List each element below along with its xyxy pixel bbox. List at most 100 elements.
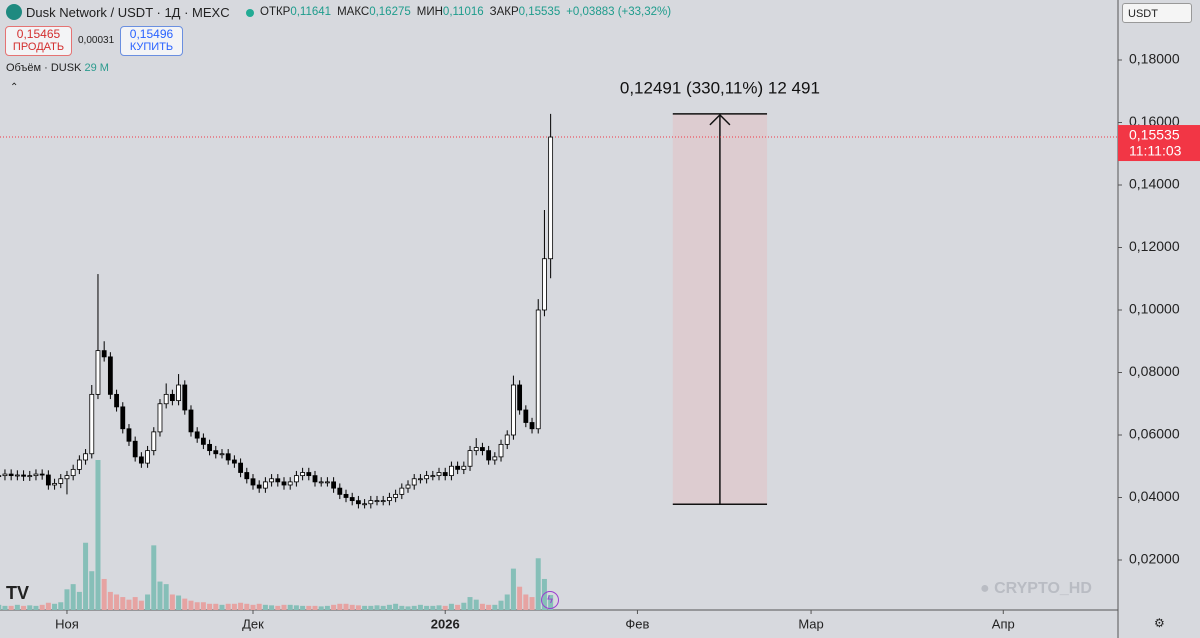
candle-body [523,409,529,423]
candle-body [2,473,8,477]
candle-body [418,478,423,481]
candle-body [194,431,200,439]
candle-body [380,500,386,503]
volume-bar [244,603,250,610]
candle-body [188,409,194,433]
symbol[interactable]: Dusk Network / USDT · 1Д · MEXC [26,5,230,20]
volume-bar [337,603,343,610]
candle-body [387,497,392,502]
ohlc: ОТКР0,11641 МАКС0,16275 МИН0,11016 ЗАКР0,15… [260,6,671,18]
volume-bar [436,605,442,610]
candle-body [8,473,14,477]
candle-body [250,478,256,486]
volume-bar [275,605,281,610]
volume-bar [256,603,262,610]
candle-body [442,472,448,477]
watermark: ● CRYPTO_HD [980,580,1092,597]
candle-body [200,437,206,445]
volume-bar [318,606,324,610]
volume-legend-value: 29 M [84,62,109,74]
x-tick-label: Фев [625,616,649,631]
volume-bar [101,578,107,610]
collapse[interactable]: ⌃ [10,82,19,93]
candle-body [368,500,374,505]
volume-bar [188,600,194,610]
candle-body [45,474,51,486]
candle-body [548,136,554,260]
candle-body [331,481,337,489]
volume-bar [14,604,20,610]
candle-body [169,393,175,402]
ohlc-value: 0,16275 [369,6,411,18]
volume-bar [39,604,45,610]
candle-body [95,350,101,395]
flash-icon[interactable]: ϟ [541,591,559,609]
volume-bar [76,591,82,610]
volume-bar [120,597,126,610]
candle-body [238,462,243,473]
candle-body [306,472,312,477]
x-tick-label: Мар [798,616,823,631]
candle-body [349,497,355,502]
candle-body [461,465,467,470]
candle-body [151,431,157,452]
settings[interactable]: ⚙ [1154,616,1165,630]
candle-body [529,422,535,430]
candle-body [14,474,20,477]
volume-legend: Объём · DUSK 29 M [6,62,109,74]
candle-body [219,453,225,456]
volume-bar [219,604,225,610]
ohlc-value: 0,15535 [518,6,561,18]
volume-bar [21,605,27,610]
volume-bar [355,605,361,610]
volume-bar [343,603,349,610]
price-tag-time: 11:11:03 [1129,143,1182,159]
candle-body [33,473,39,477]
volume-bar [374,605,380,610]
volume-bar [405,606,411,610]
volume-bar [492,604,498,610]
volume-bar [95,460,101,610]
volume-bar [213,603,219,610]
watermark-text: CRYPTO_HD [994,580,1092,597]
volume-bar [138,600,144,610]
volume-bar [238,602,244,610]
candle-body [101,350,107,358]
price-tag-label: 0,15535 [1129,127,1180,143]
measure-label: 0,12491 (330,11%) 12 491 [620,78,820,97]
volume-bar [448,603,454,610]
volume-bar [479,603,485,610]
candle-body [58,478,64,484]
volume-bar [58,602,64,610]
y-tick-label: 0,14000 [1129,176,1180,192]
volume-bar [535,558,541,610]
volume-bar [362,605,368,610]
candle-body [262,481,268,489]
volume-bar [312,605,318,610]
currency-select[interactable]: USDT [1122,3,1192,23]
sell-button[interactable]: 0,15465 ПРОДАТЬ [5,26,72,56]
buy-price: 0,15496 [129,27,174,41]
volume-bar [145,594,151,610]
y-tick-label: 0,12000 [1129,238,1180,254]
volume-bar [467,597,473,610]
ohlc-value: 0,11016 [442,6,484,18]
volume-bar [169,594,175,610]
y-tick-label: 0,10000 [1129,301,1180,317]
volume-bar [194,602,200,610]
volume-bar [411,605,417,610]
candle-body [163,393,169,405]
buy-button[interactable]: 0,15496 КУПИТЬ [120,26,183,56]
candle-body [517,384,523,411]
candle-body [511,384,516,436]
candle-body [64,475,70,480]
volume-bar [287,604,293,610]
candle-body [325,481,330,484]
volume-bar [262,604,268,610]
candle-body [424,475,430,480]
candle-body [244,472,250,480]
candle-body [126,428,132,442]
candle-body [27,475,33,478]
